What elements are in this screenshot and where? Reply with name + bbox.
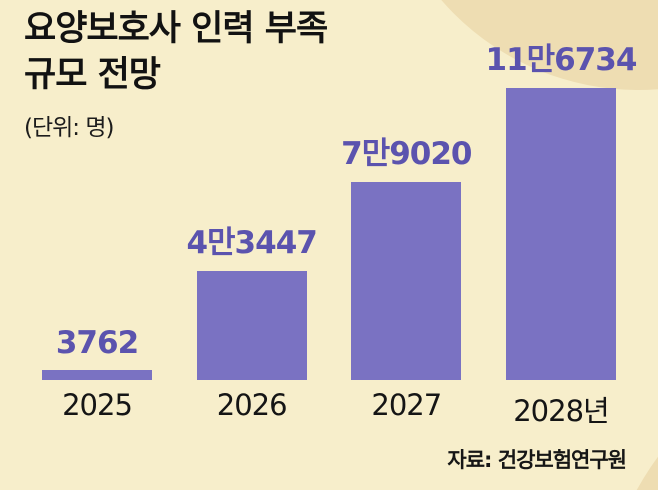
bar-chart: 3762 4만3447 7만9020 11만6734 <box>22 0 638 380</box>
bar-value-label-2026: 4만3447 <box>186 225 317 261</box>
page-title: 요양보호사 인력 부족 규모 전망 <box>24 6 328 98</box>
unit-label: (단위: 명) <box>24 115 115 142</box>
bar-value-label-2028: 11만6734 <box>485 42 638 78</box>
title-line-2: 규모 전망 <box>24 55 161 96</box>
x-axis-label-2026: 2026 <box>216 388 288 422</box>
bar-value-label-2025: 3762 <box>55 325 139 361</box>
bar-group-2025: 3762 <box>22 325 172 380</box>
chart-header: 요양보호사 인력 부족 규모 전망 (단위: 명) <box>24 6 328 142</box>
x-axis: 2025 2026 2027 2028년 <box>22 388 636 430</box>
bar-group-2028: 11만6734 <box>485 34 638 380</box>
bar-2025 <box>42 370 152 380</box>
bar-2027 <box>351 182 462 380</box>
x-axis-label-2028: 2028년 <box>513 394 609 428</box>
source-label: 자료: 건강보험연구원 <box>447 448 627 472</box>
bar-value-label-2027: 7만9020 <box>341 136 472 172</box>
bar-group-2026: 4만3447 <box>177 217 327 380</box>
x-axis-label-2025: 2025 <box>62 388 133 422</box>
x-axis-label-2027: 2027 <box>371 388 442 422</box>
title-line-1: 요양보호사 인력 부족 <box>24 9 328 49</box>
bar-2028 <box>505 88 616 380</box>
bar-group-2027: 7만9020 <box>331 128 481 380</box>
bar-2026 <box>196 271 307 380</box>
